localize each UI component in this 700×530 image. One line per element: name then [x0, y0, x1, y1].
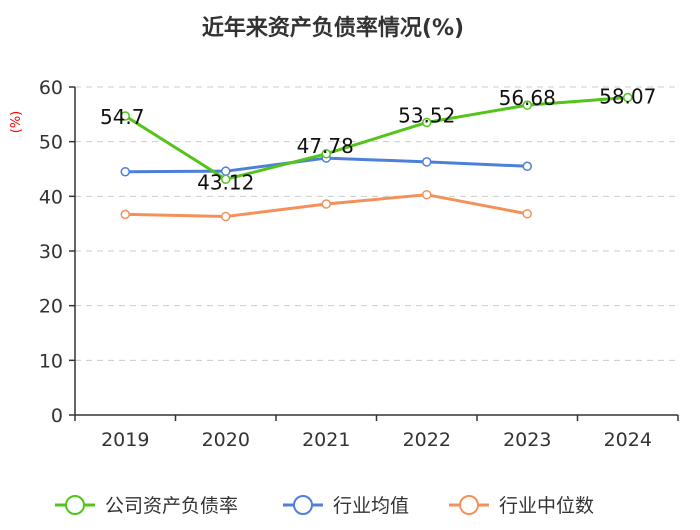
- x-tick-label-2019: 2019: [101, 429, 149, 451]
- y-tick-label-40: 40: [39, 186, 63, 208]
- chart-title: 近年来资产负债率情况(%): [202, 15, 464, 41]
- y-tick-label-50: 50: [39, 132, 63, 154]
- series-1-point-2022: [422, 157, 432, 167]
- legend-marker-0: [65, 495, 85, 515]
- data-label-2019: 54.7: [100, 105, 145, 129]
- series-2-point-2021: [321, 199, 331, 209]
- legend-label-1: 行业均值: [333, 495, 409, 517]
- y-axis-unit-label: (%): [9, 111, 24, 134]
- legend: 公司资产负债率 行业均值 行业中位数: [55, 495, 594, 517]
- data-label-2021: 47.78: [297, 134, 354, 158]
- series-1-point-2023: [522, 161, 532, 172]
- x-tick-label-2021: 2021: [302, 429, 350, 451]
- legend-label-0: 公司资产负债率: [105, 495, 238, 517]
- y-tick-label-0: 0: [51, 405, 63, 427]
- y-tick-label-30: 30: [39, 241, 63, 263]
- series-0-point-2020: [221, 174, 231, 185]
- x-tick-label-2024: 2024: [604, 429, 652, 451]
- series-0-point-2024: [623, 92, 633, 103]
- x-tick-label-2023: 2023: [503, 429, 551, 451]
- series-2-point-2020: [221, 211, 231, 222]
- data-label-2020: 43.12: [197, 170, 254, 194]
- series-0-point-2021: [321, 149, 331, 159]
- series-2-point-2019: [120, 209, 130, 220]
- axes: 0 10 20 30 40 50 60 2019 2020 2021 2022 2023 2024: [39, 77, 679, 451]
- legend-label-2: 行业中位数: [499, 495, 594, 517]
- series-2-point-2023: [522, 209, 532, 219]
- x-tick-label-2022: 2022: [403, 429, 451, 451]
- series-1-point-2019: [120, 166, 130, 177]
- data-label-2024: 58.07: [599, 85, 656, 109]
- data-label-2023: 56.68: [499, 86, 556, 110]
- y-tick-label-10: 10: [39, 350, 63, 372]
- data-label-2022: 53.52: [398, 103, 455, 127]
- series-2: [120, 189, 532, 222]
- series-0-point-2023: [522, 100, 532, 110]
- series-0-point-2022: [422, 117, 432, 128]
- data-labels: 54.7 43.12 47.78 53.52 56.68 58.07: [100, 85, 656, 195]
- grid-lines: [75, 86, 678, 361]
- legend-item-1: 行业均值: [283, 495, 409, 517]
- legend-item-2: 行业中位数: [449, 495, 594, 517]
- series-lines: [120, 92, 633, 222]
- legend-item-0: 公司资产负债率: [55, 495, 238, 517]
- series-line-0: [123, 96, 630, 181]
- legend-marker-1: [293, 495, 313, 515]
- legend-marker-2: [459, 495, 479, 515]
- x-tick-label-2020: 2020: [202, 429, 250, 451]
- series-0: [120, 92, 633, 185]
- series-2-point-2022: [422, 189, 432, 200]
- y-tick-label-60: 60: [39, 77, 63, 99]
- y-tick-label-20: 20: [39, 296, 63, 318]
- series-0-point-2019: [120, 111, 130, 121]
